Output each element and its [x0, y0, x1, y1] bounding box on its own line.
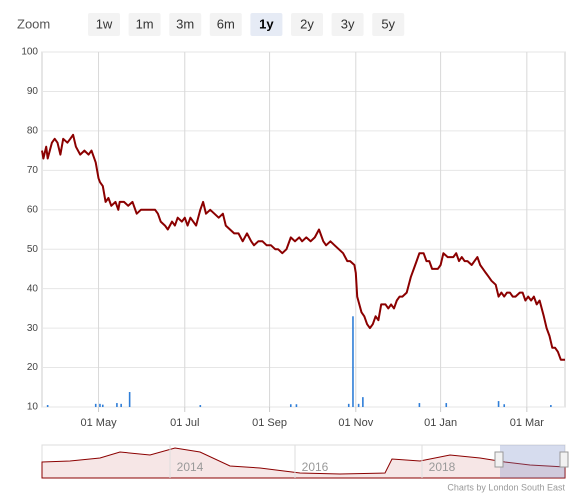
y-tick-label: 30	[27, 323, 39, 334]
navigator-label: 2014	[177, 460, 204, 474]
navigator-handle[interactable]	[559, 451, 569, 468]
navigator-series	[41, 447, 566, 479]
x-tick-label: 01 Mar	[510, 417, 545, 429]
plot-area	[41, 51, 566, 408]
volume-bar	[347, 403, 350, 407]
navigator-label: 2016	[302, 460, 329, 474]
x-tick-label: 01 Sep	[252, 417, 287, 429]
zoom-button[interactable]	[209, 13, 242, 36]
navigator-label: 2018	[429, 460, 456, 474]
volume-bar	[128, 392, 131, 407]
zoom-button-label[interactable]: 1w	[96, 16, 113, 31]
volume-bar	[46, 405, 49, 407]
zoom-button[interactable]	[250, 13, 283, 36]
volume-bar	[418, 403, 421, 407]
x-tick-label: 01 May	[81, 417, 118, 429]
x-tick-label: 01 Nov	[338, 417, 373, 429]
zoom-button-label[interactable]: 1m	[136, 16, 154, 31]
credits: Charts by London South East	[447, 482, 565, 492]
zoom-button[interactable]	[128, 13, 161, 36]
volume-bar	[503, 404, 506, 407]
volume-bar	[120, 403, 122, 407]
volume-bar	[94, 403, 97, 407]
zoom-button-label[interactable]: 6m	[217, 16, 235, 31]
volume-bar	[550, 405, 552, 407]
volume-bar	[445, 403, 448, 407]
zoom-button-label[interactable]: 5y	[381, 16, 395, 31]
y-tick-label: 90	[27, 86, 39, 97]
y-tick-label: 40	[27, 283, 39, 294]
zoom-button-label[interactable]: 2y	[300, 16, 314, 31]
zoom-button-label[interactable]: 1y	[259, 16, 274, 31]
y-tick-label: 20	[27, 362, 39, 373]
navigator-selection[interactable]	[500, 445, 565, 478]
y-tick-label: 80	[27, 126, 39, 137]
volume-bar	[199, 405, 202, 407]
zoom-button[interactable]	[372, 13, 405, 36]
navigator	[41, 51, 569, 479]
x-tick-label: 01 Jan	[424, 417, 457, 429]
volume-bar	[362, 397, 364, 407]
y-tick-label: 60	[27, 204, 39, 215]
volume-bar	[289, 404, 292, 407]
y-tick-label: 50	[27, 244, 39, 255]
y-tick-label: 10	[27, 402, 39, 413]
volume-bar	[116, 403, 118, 407]
zoom-button[interactable]	[88, 13, 120, 36]
x-tick-label: 01 Jul	[170, 417, 199, 429]
zoom-button[interactable]	[291, 13, 323, 36]
y-tick-label: 100	[21, 47, 38, 58]
y-tick-label: 70	[27, 165, 39, 176]
volume-bar	[357, 403, 360, 407]
volume-bar	[497, 401, 500, 407]
zoom-button[interactable]	[331, 13, 364, 36]
volume-bar	[352, 316, 354, 407]
volume-bar	[99, 403, 101, 407]
zoom-label: Zoom	[17, 16, 50, 31]
volume-bar	[295, 404, 298, 407]
price-line	[41, 133, 565, 361]
zoom-button-label[interactable]: 3y	[341, 16, 355, 31]
zoom-button[interactable]	[169, 13, 202, 36]
zoom-button-label[interactable]: 3m	[176, 16, 194, 31]
volume-bar	[101, 404, 104, 407]
navigator-handle[interactable]	[494, 451, 504, 468]
